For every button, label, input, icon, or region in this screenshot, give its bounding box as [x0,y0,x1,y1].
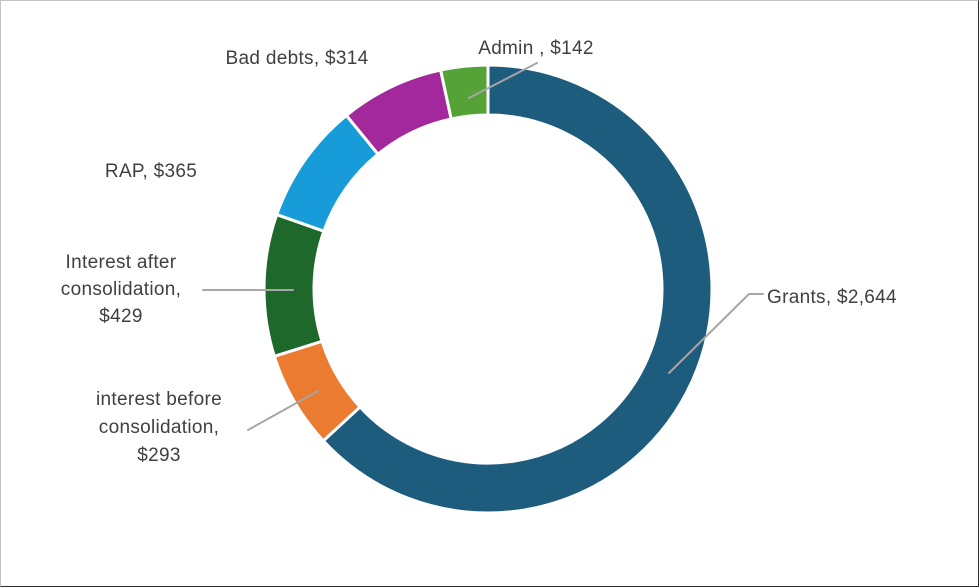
data-label-rap: RAP, $365 [104,161,198,182]
slice-interest-after-consolidation[interactable] [262,212,326,359]
data-label-admin: Admin , $142 [478,38,594,59]
data-label-grants: Grants, $2,644 [767,287,897,308]
data-label-interest-after-consolidation: Interest after consolidation, $429 [60,252,182,327]
slice-admin[interactable] [438,63,490,121]
leader-line-grants [668,293,764,374]
leader-line-admin [468,62,538,99]
data-label-bad-debts: Bad debts, $314 [225,48,369,69]
leader-line-interest-before [247,390,319,431]
data-label-interest-before-consolidation: interest before consolidation, $293 [96,389,222,466]
donut-slices [262,63,714,515]
slice-grants[interactable] [321,63,714,515]
